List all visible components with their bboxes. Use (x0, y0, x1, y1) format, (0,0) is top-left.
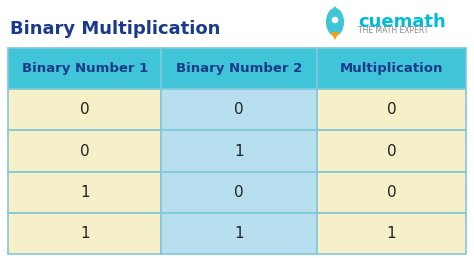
Text: Binary Number 1: Binary Number 1 (22, 62, 148, 75)
Text: 0: 0 (387, 143, 396, 158)
Text: 1: 1 (387, 226, 396, 241)
Bar (8, 172, 162, 213)
Bar (317, 213, 466, 254)
Polygon shape (328, 6, 342, 16)
Text: 1: 1 (235, 143, 244, 158)
Circle shape (331, 16, 339, 24)
Text: Binary Multiplication: Binary Multiplication (10, 20, 220, 38)
Text: Multiplication: Multiplication (340, 62, 443, 75)
Text: Binary Number 2: Binary Number 2 (176, 62, 302, 75)
Text: 0: 0 (80, 102, 90, 117)
Bar (8, 48, 162, 89)
Bar (317, 48, 466, 89)
Bar (317, 130, 466, 172)
Text: 1: 1 (80, 226, 90, 241)
Bar (162, 48, 317, 89)
Text: 0: 0 (80, 143, 90, 158)
Bar (317, 89, 466, 130)
Text: cuemath: cuemath (358, 13, 446, 31)
Text: 0: 0 (387, 185, 396, 200)
Bar (162, 89, 317, 130)
Bar (8, 213, 162, 254)
Text: THE MATH EXPERT: THE MATH EXPERT (358, 26, 428, 35)
Bar (317, 172, 466, 213)
Bar (8, 89, 162, 130)
Bar (162, 172, 317, 213)
Text: 1: 1 (80, 185, 90, 200)
Ellipse shape (326, 8, 344, 36)
Polygon shape (331, 32, 339, 40)
Text: 0: 0 (235, 102, 244, 117)
Text: 1: 1 (235, 226, 244, 241)
Bar (8, 130, 162, 172)
Bar (162, 213, 317, 254)
Text: 0: 0 (235, 185, 244, 200)
Text: 0: 0 (387, 102, 396, 117)
Bar (162, 130, 317, 172)
